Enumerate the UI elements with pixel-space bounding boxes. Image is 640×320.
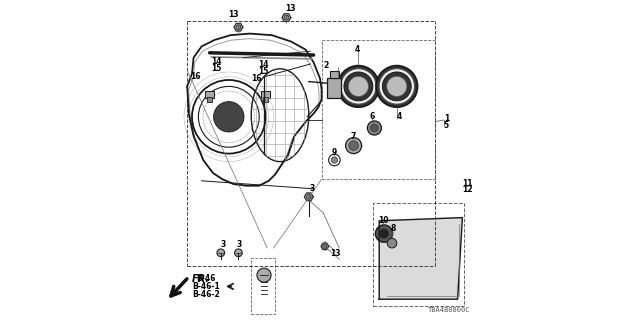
Text: 4: 4 [397,112,402,121]
Circle shape [323,244,327,249]
Circle shape [307,194,311,199]
Circle shape [340,69,376,104]
Text: 13: 13 [228,10,238,19]
Circle shape [375,225,393,242]
Text: 13: 13 [330,249,340,258]
Polygon shape [380,218,462,299]
Circle shape [371,124,378,132]
Circle shape [236,25,241,30]
Text: 9: 9 [331,148,337,157]
Bar [205,91,214,98]
Circle shape [379,69,415,104]
Text: 12: 12 [463,185,473,194]
Text: B-46-2: B-46-2 [193,290,220,299]
Text: 6: 6 [370,112,375,121]
Text: 7: 7 [351,132,356,141]
Circle shape [367,121,381,135]
Circle shape [332,157,338,163]
Circle shape [214,102,244,132]
Circle shape [344,72,372,101]
Text: 15: 15 [211,64,221,73]
Bar [330,71,339,78]
Circle shape [346,138,362,154]
Circle shape [383,72,412,101]
Text: 14: 14 [211,57,221,66]
Circle shape [217,249,225,257]
Text: 1: 1 [444,114,449,123]
Bar [263,97,268,102]
Polygon shape [305,193,314,201]
Circle shape [284,15,289,20]
Text: 15: 15 [258,67,268,76]
Bar [328,78,342,98]
Text: 8: 8 [390,224,396,233]
Circle shape [387,238,397,248]
Text: 3: 3 [237,240,242,249]
Bar [322,40,435,179]
Text: 4: 4 [355,45,360,54]
Text: TBA4B0800C: TBA4B0800C [428,307,470,313]
Circle shape [349,141,358,150]
Text: 3: 3 [220,240,225,249]
Bar [251,258,275,314]
Circle shape [348,76,369,97]
Polygon shape [321,243,329,250]
Circle shape [387,76,407,97]
Text: B-46: B-46 [196,274,216,283]
Text: 14: 14 [258,60,268,68]
Bar [207,97,212,102]
Bar [261,91,270,98]
Bar [372,203,464,306]
Circle shape [338,66,379,107]
Text: 10: 10 [378,216,388,225]
Text: 16: 16 [190,72,200,81]
Text: 11: 11 [463,179,473,188]
Text: 2: 2 [323,61,328,70]
Text: 5: 5 [444,121,449,130]
Circle shape [235,249,243,257]
Text: 16: 16 [252,74,262,83]
Text: 13: 13 [285,4,296,13]
Text: 3: 3 [309,184,314,193]
Circle shape [380,229,388,238]
Polygon shape [282,14,291,21]
Circle shape [376,66,418,107]
Text: FR.: FR. [191,274,209,284]
Circle shape [257,268,271,282]
Polygon shape [234,23,243,31]
Text: B-46-1: B-46-1 [193,282,220,291]
